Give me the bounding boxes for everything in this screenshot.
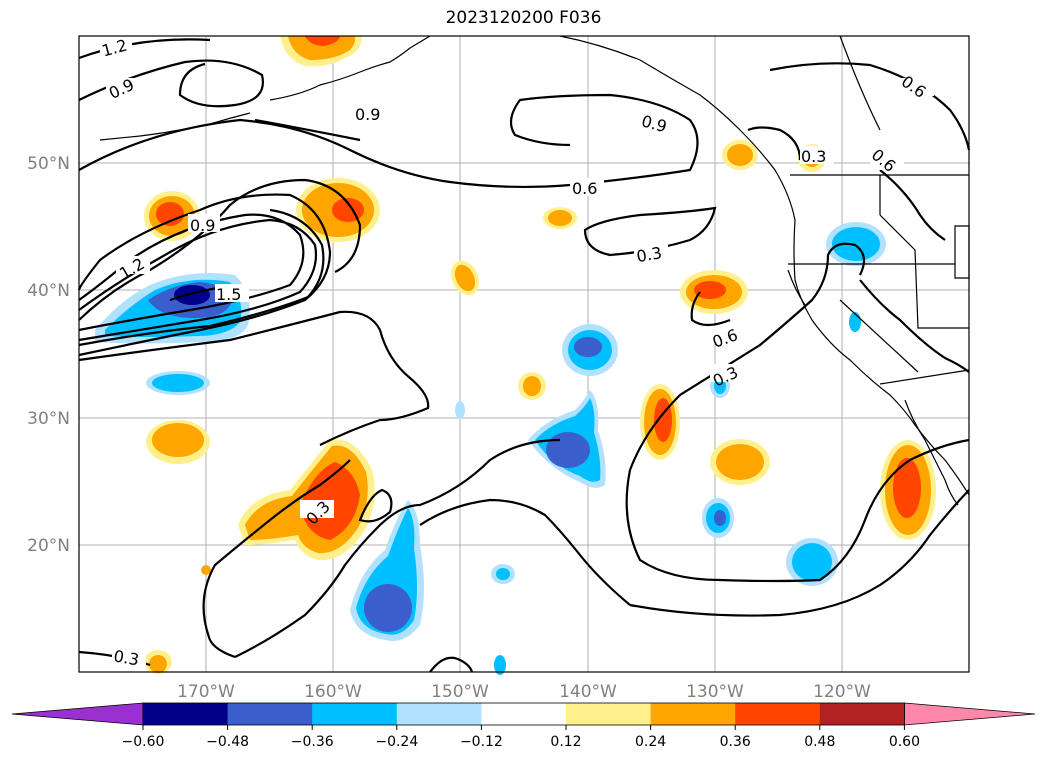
colorbar-tick-label: −0.12 [460, 734, 503, 750]
contour-label: 0.9 [355, 105, 380, 124]
lat-label: 30°N [27, 409, 70, 429]
colorbar-extend-low [11, 702, 144, 726]
latitude-labels: 50°N 40°N 30°N 20°N [27, 154, 70, 556]
contour-label: 1.5 [216, 285, 241, 304]
lon-label: 170°W [177, 682, 235, 702]
colorbar-border [142, 702, 905, 726]
lon-label: 160°W [304, 682, 362, 702]
colorbar-tick-label: −0.24 [375, 734, 418, 750]
chart-title: 2023120200 F036 [445, 8, 602, 28]
colorbar: −0.60 −0.48 −0.36 −0.24 −0.12 0.12 0.24 0.36 0.4… [11, 702, 1036, 750]
lon-label: 150°W [431, 682, 489, 702]
colorbar-segment [566, 703, 652, 725]
contour-label: 0.9 [190, 216, 215, 235]
colorbar-tick-label: 0.36 [720, 734, 751, 750]
colorbar-segment [481, 703, 567, 725]
colorbar-extend-high [904, 702, 1036, 726]
anomaly-shading [95, 36, 936, 675]
colorbar-tick-label: 0.48 [804, 734, 835, 750]
colorbar-tick-label: −0.36 [291, 734, 334, 750]
colorbar-tick-label: 0.12 [550, 734, 581, 750]
contour-label: 0.3 [112, 646, 140, 669]
lat-label: 20°N [27, 536, 70, 556]
contour-lines [77, 38, 971, 673]
colorbar-tick-label: 0.24 [635, 734, 666, 750]
colorbar-segment [396, 703, 482, 725]
colorbar-tick-label: −0.48 [206, 734, 249, 750]
colorbar-segment [735, 703, 821, 725]
colorbar-segment [650, 703, 736, 725]
colorbar-tick-label: 0.60 [889, 734, 920, 750]
lon-label: 140°W [559, 682, 617, 702]
map-background [79, 36, 969, 672]
colorbar-segment [819, 703, 905, 725]
contour-label: 0.6 [572, 179, 597, 198]
lat-label: 50°N [27, 154, 70, 174]
longitude-labels: 170°W 160°W 150°W 140°W 130°W 120°W [177, 682, 871, 702]
colorbar-tick-label: −0.60 [122, 734, 165, 750]
colorbar-segment [227, 703, 313, 725]
map-frame [78, 35, 970, 673]
colorbar-segment [143, 703, 229, 725]
lon-label: 120°W [813, 682, 871, 702]
lon-label: 130°W [686, 682, 744, 702]
colorbar-segment [312, 703, 398, 725]
lat-label: 40°N [27, 281, 70, 301]
contour-label: 0.3 [635, 243, 663, 266]
contour-label: 0.3 [801, 147, 826, 166]
